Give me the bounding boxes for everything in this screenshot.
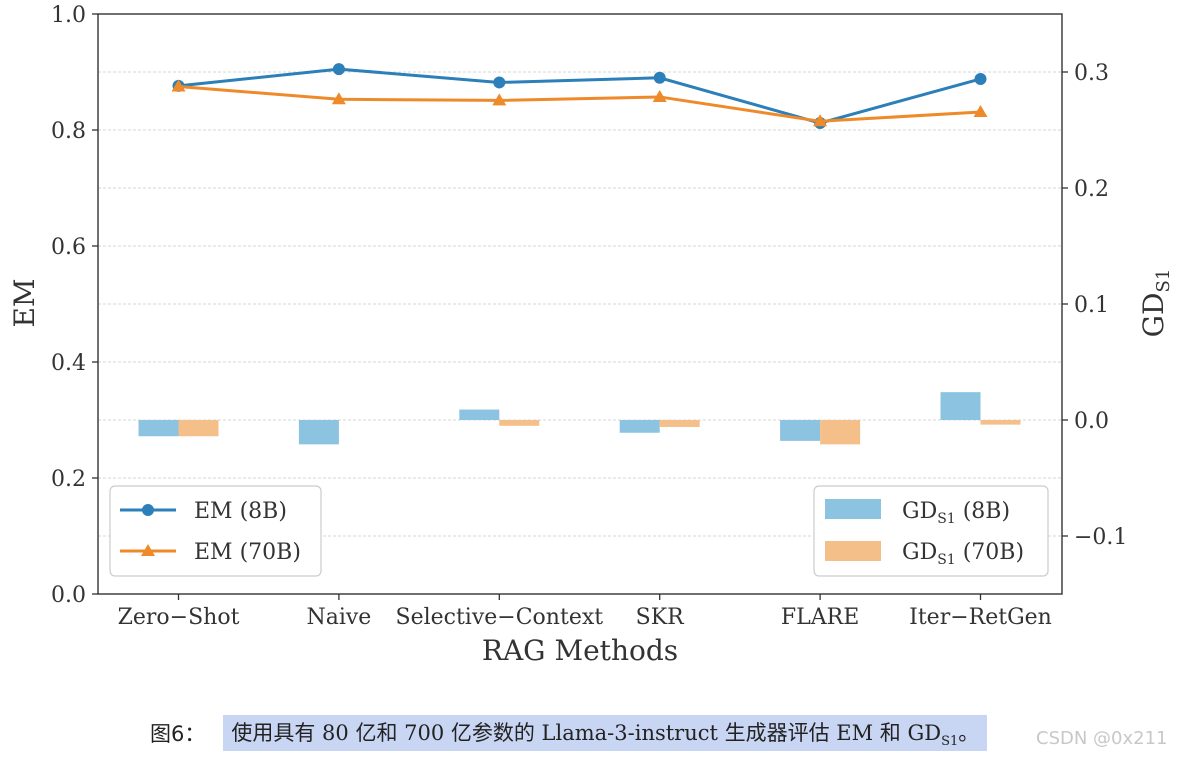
point-em-8b-5 xyxy=(974,72,987,85)
right-tick-label: −0.1 xyxy=(1074,525,1127,550)
legend-marker-em-8b xyxy=(142,504,154,516)
left-tick-label: 1.0 xyxy=(51,3,86,28)
bar-series xyxy=(138,392,1021,445)
point-em-8b-2 xyxy=(493,76,506,89)
point-em-70b-5 xyxy=(973,105,988,118)
bar-gd-70b-3 xyxy=(659,420,700,427)
right-tick-label: 0.1 xyxy=(1074,293,1109,318)
x-tick-label: Zero−Shot xyxy=(118,605,240,630)
chart: 0.0 0.2 0.4 0.6 0.8 1.0 −0.1 0.0 0.1 0.2 0.3 Zero… xyxy=(8,3,1174,667)
svg-text:GDS1: GDS1 xyxy=(1137,269,1174,338)
legend-label-gd-8b: GDS1 (8B) xyxy=(902,499,1010,527)
left-axis-label: EM xyxy=(8,278,41,327)
x-axis: Zero−Shot Naive Selective−Context SKR FLARE I… xyxy=(118,594,1052,630)
right-axis-label-main: GD xyxy=(1137,292,1170,337)
left-axis: 0.0 0.2 0.4 0.6 0.8 1.0 xyxy=(51,3,98,608)
legend-label-em-70b: EM (70B) xyxy=(194,540,301,565)
point-em-70b-1 xyxy=(331,92,346,105)
right-tick-label: 0.3 xyxy=(1074,61,1109,86)
right-axis: −0.1 0.0 0.1 0.2 0.3 xyxy=(1062,61,1127,550)
bar-gd-8b-5 xyxy=(940,392,981,420)
bar-gd-8b-2 xyxy=(459,409,500,420)
watermark: CSDN @0x211 xyxy=(1036,728,1168,749)
x-tick-label: Selective−Context xyxy=(396,605,604,630)
x-axis-label: RAG Methods xyxy=(482,634,678,667)
caption-text: 使用具有 80 亿和 700 亿参数的 Llama-3-instruct 生成器… xyxy=(223,714,988,752)
right-axis-label-sub: S1 xyxy=(1153,269,1174,293)
figure-caption: 图6： 使用具有 80 亿和 700 亿参数的 Llama-3-instruct… xyxy=(150,714,988,752)
right-tick-label: 0.0 xyxy=(1074,409,1109,434)
legend-marker-em-70b xyxy=(141,544,155,556)
grid-lines xyxy=(98,71,1062,537)
bar-gd-70b-2 xyxy=(499,420,540,426)
bar-gd-8b-4 xyxy=(780,420,821,441)
legend-label-em-8b: EM (8B) xyxy=(194,499,287,524)
x-tick-label: Iter−RetGen xyxy=(909,605,1052,630)
bar-gd-8b-3 xyxy=(619,420,660,433)
x-tick-label: Naive xyxy=(306,605,371,630)
left-tick-label: 0.6 xyxy=(51,235,86,260)
point-em-70b-0 xyxy=(171,79,186,92)
line-em-8b xyxy=(178,67,981,125)
line-em-70b xyxy=(178,85,981,123)
legend-swatch-gd-8b xyxy=(825,499,881,519)
right-tick-label: 0.2 xyxy=(1074,177,1109,202)
left-tick-label: 0.2 xyxy=(51,467,86,492)
bar-gd-70b-5 xyxy=(980,420,1021,425)
bar-gd-70b-0 xyxy=(178,420,219,437)
left-tick-label: 0.8 xyxy=(51,119,86,144)
bar-gd-8b-0 xyxy=(138,420,179,437)
point-em-8b-1 xyxy=(332,63,345,76)
point-em-70b-2 xyxy=(492,93,507,106)
point-em-70b-4 xyxy=(813,114,828,127)
bar-gd-70b-4 xyxy=(820,420,861,445)
left-tick-label: 0.0 xyxy=(51,583,86,608)
right-axis-label: GDS1 xyxy=(1137,269,1174,338)
legend-label-gd-70b: GDS1 (70B) xyxy=(902,540,1024,568)
x-tick-label: FLARE xyxy=(781,605,859,630)
legend-right: GDS1 (8B) GDS1 (70B) xyxy=(813,485,1049,577)
left-tick-label: 0.4 xyxy=(51,351,86,376)
legend-swatch-gd-70b xyxy=(825,541,881,561)
figure-label: 图6： xyxy=(150,722,206,746)
point-em-70b-3 xyxy=(652,89,667,102)
point-em-8b-3 xyxy=(653,71,666,84)
x-tick-label: SKR xyxy=(636,605,686,630)
legend-left: EM (8B) EM (70B) xyxy=(109,485,322,577)
line-series xyxy=(171,63,988,130)
bar-gd-8b-1 xyxy=(298,420,339,445)
